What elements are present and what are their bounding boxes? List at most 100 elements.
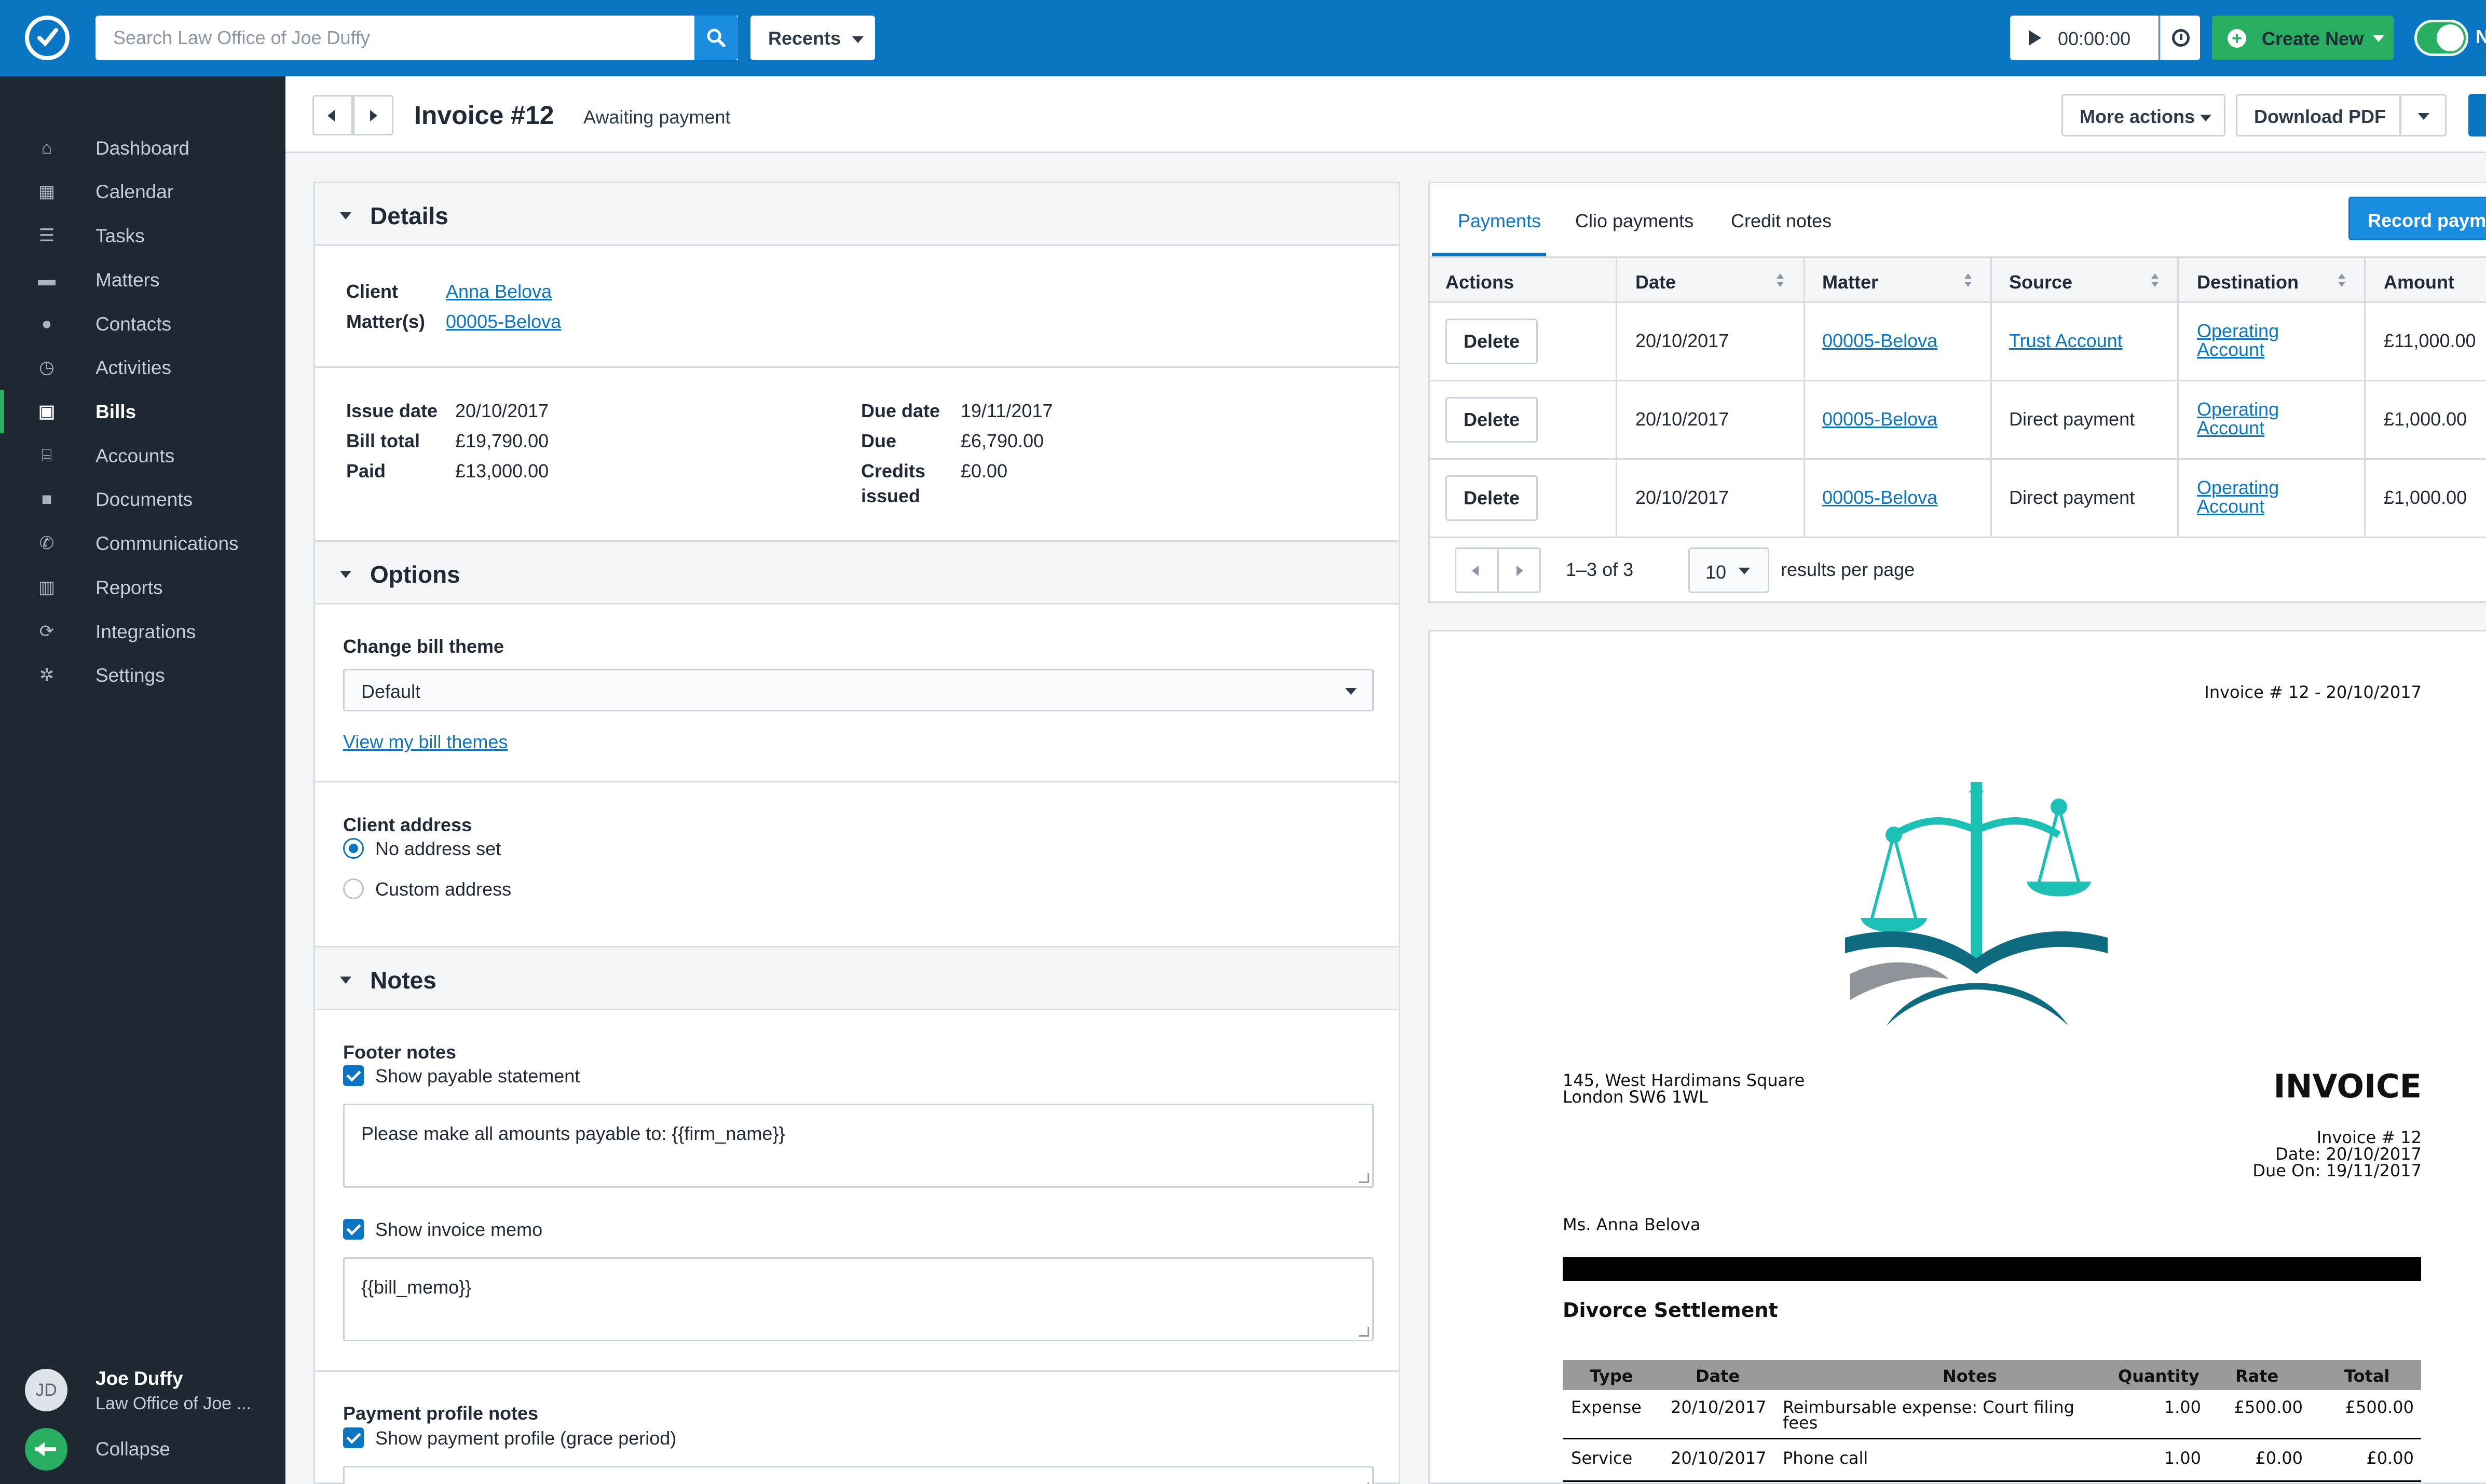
download-options-button[interactable] [2400, 94, 2447, 136]
sidebar-item-bills[interactable]: ▣ Bills [0, 390, 285, 433]
payable-statement-textarea[interactable]: Please make all amounts payable to: {{fi… [343, 1104, 1374, 1188]
show-payable-label[interactable]: Show payable statement [375, 1065, 580, 1087]
column-header-source[interactable]: Source [2009, 271, 2073, 293]
sidebar-item-label: Reports [95, 577, 163, 598]
client-link[interactable]: Anna Belova [446, 281, 552, 302]
payment-profile-label: Payment profile notes [343, 1403, 539, 1424]
destination-line-2: Account [2197, 417, 2265, 438]
avatar[interactable]: JD [25, 1369, 67, 1411]
column-header-destination[interactable]: Destination [2197, 271, 2299, 293]
collapse-icon[interactable] [25, 1428, 67, 1471]
sidebar-item-settings[interactable]: ✲ Settings [0, 653, 285, 697]
caret-down-icon [2200, 114, 2212, 121]
no-address-label[interactable]: No address set [375, 838, 501, 859]
payments-table-header: Actions Date Matter Source Destination A… [1430, 256, 2486, 303]
destination-link[interactable]: Operating Account [2197, 400, 2311, 437]
user-name[interactable]: Joe Duffy [95, 1368, 183, 1389]
show-payable-checkbox[interactable] [343, 1065, 364, 1086]
show-payment-profile-checkbox[interactable] [343, 1427, 364, 1448]
details-section-header[interactable]: Details [315, 182, 1399, 246]
sidebar-item-label: Communications [95, 533, 239, 554]
column-header-type: Type [1590, 1366, 1633, 1386]
sidebar-item-integrations[interactable]: ⟳ Integrations [0, 610, 285, 653]
search-button[interactable] [694, 16, 738, 60]
next-page-button[interactable] [1497, 547, 1541, 593]
table-row: Delete 20/10/2017 00005-Belova Trust Acc… [1430, 303, 2486, 381]
theme-label: Change bill theme [343, 636, 504, 657]
matter-link[interactable]: 00005-Belova [446, 311, 562, 332]
sidebar-item-communications[interactable]: ✆ Communications [0, 521, 285, 565]
sidebar-item-matters[interactable]: ▬ Matters [0, 258, 285, 301]
search-input[interactable] [95, 16, 738, 60]
sort-icon[interactable] [2151, 273, 2159, 288]
timer-clock-button[interactable] [2160, 16, 2200, 60]
section-title: Options [370, 561, 460, 588]
sort-icon[interactable] [1964, 273, 1972, 288]
column-header-total: Total [2344, 1366, 2390, 1386]
invoice-memo-textarea[interactable]: {{bill_memo}} [343, 1257, 1374, 1341]
sidebar-item-label: Settings [95, 665, 165, 686]
sort-icon[interactable] [2338, 273, 2345, 288]
custom-address-radio[interactable] [343, 878, 364, 899]
divider [315, 1370, 1399, 1372]
tab-payments[interactable]: Payments [1458, 210, 1541, 231]
sidebar-item-accounts[interactable]: ⌸ Accounts [0, 434, 285, 477]
sidebar-item-calendar[interactable]: ▦ Calendar [0, 170, 285, 213]
no-address-radio[interactable] [343, 838, 364, 859]
bill-theme-select[interactable]: Default [343, 669, 1374, 711]
clio-logo-icon[interactable] [25, 16, 70, 60]
results-per-page-select[interactable]: 10 [1688, 547, 1769, 593]
show-memo-label[interactable]: Show invoice memo [375, 1219, 543, 1240]
collapse-label[interactable]: Collapse [95, 1438, 170, 1460]
previous-bill-button[interactable] [312, 95, 353, 135]
page-count: 1–3 of 3 [1566, 559, 1634, 580]
custom-address-label[interactable]: Custom address [375, 878, 512, 900]
source-link[interactable]: Trust Account [2009, 330, 2123, 351]
tab-clio-payments[interactable]: Clio payments [1575, 210, 1694, 231]
footer-notes-label: Footer notes [343, 1041, 457, 1063]
search-icon [707, 29, 726, 47]
column-header-date[interactable]: Date [1635, 271, 1676, 293]
next-bill-button[interactable] [353, 95, 393, 135]
delete-button[interactable]: Delete [1445, 475, 1538, 521]
client-address-label: Client address [343, 814, 472, 835]
sidebar-item-documents[interactable]: ■ Documents [0, 477, 285, 521]
delete-button[interactable]: Delete [1445, 319, 1538, 364]
recents-dropdown[interactable]: Recents [750, 16, 875, 60]
memo-text: {{bill_memo}} [361, 1276, 472, 1298]
line-item-rate: £500.00 [2234, 1397, 2303, 1417]
download-pdf-button[interactable]: Download PDF [2236, 94, 2401, 136]
timer-button[interactable]: 00:00:00 [2010, 16, 2159, 60]
tab-credit-notes[interactable]: Credit notes [1731, 210, 1832, 231]
collapse-triangle-icon [340, 212, 351, 219]
show-payment-profile-label[interactable]: Show payment profile (grace period) [375, 1427, 677, 1449]
sidebar-item-activities[interactable]: ◷ Activities [0, 346, 285, 389]
search-box[interactable] [95, 16, 738, 60]
sidebar-item-dashboard[interactable]: ⌂ Dashboard [0, 126, 285, 170]
view-themes-link[interactable]: View my bill themes [343, 731, 508, 752]
payment-profile-textarea[interactable] [343, 1466, 1374, 1484]
options-section-header[interactable]: Options [315, 540, 1399, 604]
matter-link[interactable]: 00005-Belova [1822, 330, 1938, 351]
create-new-button[interactable]: + Create New [2212, 16, 2394, 60]
previous-page-button[interactable] [1455, 547, 1498, 593]
show-memo-checkbox[interactable] [343, 1219, 364, 1240]
money-icon: ▣ [38, 402, 56, 421]
toggle-switch[interactable] [2414, 20, 2468, 56]
column-header-matter[interactable]: Matter [1822, 271, 1879, 293]
column-header-amount[interactable]: Amount [2384, 271, 2454, 293]
sort-icon[interactable] [1777, 273, 1784, 288]
sidebar-item-reports[interactable]: ▥ Reports [0, 566, 285, 609]
primary-action-button[interactable] [2468, 94, 2486, 136]
record-payment-button[interactable]: Record payment [2348, 197, 2486, 240]
notes-section-header[interactable]: Notes [315, 946, 1399, 1010]
sidebar-item-tasks[interactable]: ☰ Tasks [0, 214, 285, 257]
sidebar-item-contacts[interactable]: ● Contacts [0, 302, 285, 346]
delete-button[interactable]: Delete [1445, 397, 1538, 443]
more-actions-button[interactable]: More actions [2061, 94, 2225, 136]
destination-link[interactable]: Operating Account [2197, 322, 2311, 359]
matter-link[interactable]: 00005-Belova [1822, 408, 1938, 430]
theme-value: Default [361, 681, 421, 702]
destination-link[interactable]: Operating Account [2197, 478, 2311, 516]
matter-link[interactable]: 00005-Belova [1822, 487, 1938, 508]
